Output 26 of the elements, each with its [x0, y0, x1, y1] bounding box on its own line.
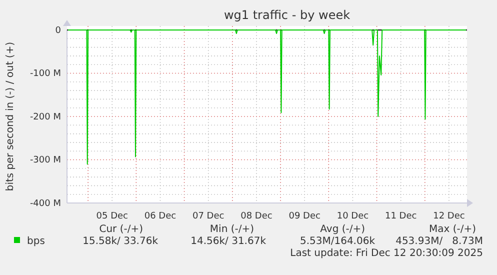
x-tick-label: 06 Dec — [144, 211, 176, 222]
text: 14.56k/ 31.67k — [190, 236, 266, 247]
x-tick-label: 12 Dec — [433, 211, 465, 222]
x-tick-label: 11 Dec — [384, 211, 417, 222]
text: 5.53M/164.06k — [300, 236, 376, 247]
text: 15.58k/ 33.76k — [82, 236, 158, 247]
y-tick-label: -200 M — [30, 112, 61, 122]
x-tick-label: 07 Dec — [192, 211, 224, 222]
y-tick-label: -400 M — [30, 198, 61, 209]
text: Min (-/+) — [210, 224, 254, 235]
x-tick-label: 09 Dec — [288, 211, 321, 222]
x-tick-label: 05 Dec — [96, 211, 128, 222]
x-tick-label: 08 Dec — [240, 211, 272, 222]
y-tick-label: 0 — [55, 26, 62, 36]
text: Avg (-/+) — [320, 224, 366, 235]
text: Last update: Fri Dec 12 20:30:09 2025 — [290, 248, 483, 259]
x-tick-label: 10 Dec — [336, 211, 369, 222]
y-tick-label: -100 M — [30, 69, 61, 80]
text: Max (-/+) — [428, 224, 476, 235]
y-axis-title: bits per second in (-) / out (+) — [5, 42, 16, 192]
legend-label: bps — [27, 236, 45, 247]
y-tick-label: -300 M — [30, 156, 61, 166]
chart-title: wg1 traffic - by week — [224, 8, 350, 22]
text: 453.93M/ 8.73M — [396, 236, 483, 247]
line-series — [68, 30, 466, 165]
text: Cur (-/+) — [99, 224, 144, 235]
